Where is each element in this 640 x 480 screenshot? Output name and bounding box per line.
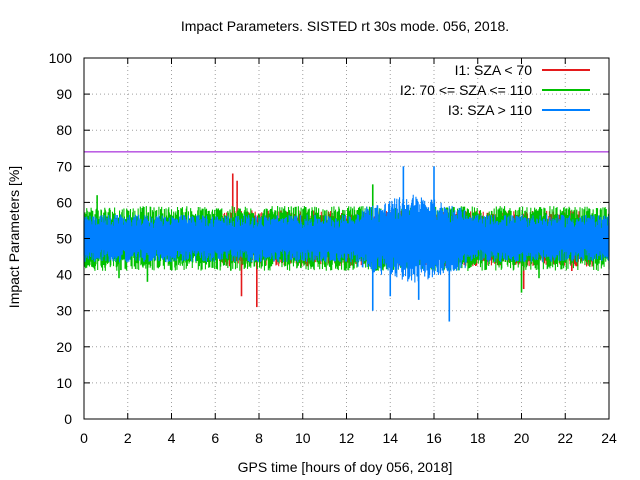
y-tick-label: 0 [64, 411, 72, 427]
y-tick-label: 70 [56, 158, 72, 174]
x-tick-label: 8 [255, 430, 263, 446]
y-tick-label: 80 [56, 122, 72, 138]
series-layer [83, 166, 610, 322]
legend-label: I3: SZA > 110 [448, 102, 532, 118]
y-tick-label: 60 [56, 194, 72, 210]
y-axis-label: Impact Parameters [%] [6, 166, 22, 308]
y-tick-label: 50 [56, 231, 72, 247]
x-tick-label: 24 [601, 430, 617, 446]
y-tick-label: 40 [56, 267, 72, 283]
y-tick-label: 90 [56, 86, 72, 102]
x-tick-label: 18 [470, 430, 486, 446]
y-tick-label: 30 [56, 303, 72, 319]
legend-label: I2: 70 <= SZA <= 110 [400, 82, 532, 98]
x-tick-label: 2 [124, 430, 132, 446]
chart-title: Impact Parameters. SISTED rt 30s mode. 0… [181, 18, 509, 34]
x-axis-label: GPS time [hours of doy 056, 2018] [238, 459, 453, 475]
y-tick-label: 100 [49, 50, 73, 66]
x-tick-label: 6 [211, 430, 219, 446]
legend: I1: SZA < 70 I2: 70 <= SZA <= 110 I3: SZA … [400, 62, 590, 118]
x-tick-label: 20 [514, 430, 530, 446]
y-tick-label: 10 [56, 375, 72, 391]
x-tick-label: 10 [295, 430, 311, 446]
x-tick-label: 0 [80, 430, 88, 446]
x-tick-label: 22 [557, 430, 573, 446]
x-tick-label: 14 [382, 430, 398, 446]
legend-label: I1: SZA < 70 [455, 62, 533, 78]
x-tick-label: 12 [339, 430, 355, 446]
x-tick-label: 4 [168, 430, 176, 446]
y-tick-label: 20 [56, 339, 72, 355]
series-3 [83, 166, 610, 322]
x-tick-label: 16 [426, 430, 442, 446]
